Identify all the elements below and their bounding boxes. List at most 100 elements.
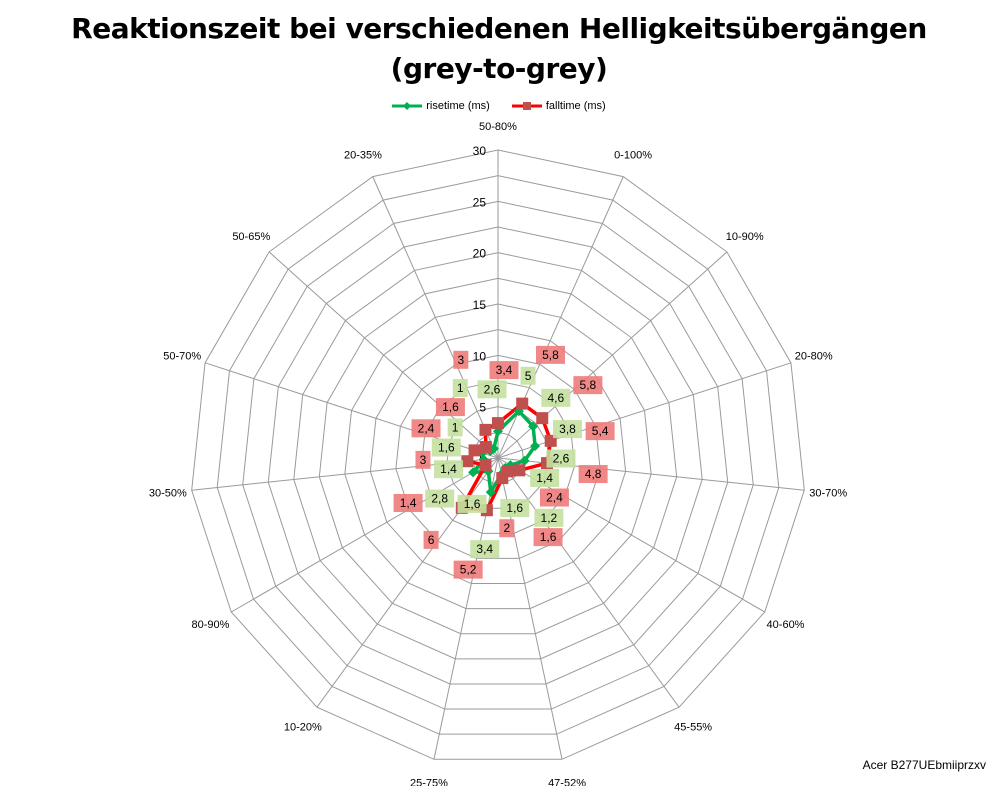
risetime-data-label: 2,8 xyxy=(431,492,448,506)
category-label: 50-65% xyxy=(232,231,270,243)
legend-falltime-marker-icon xyxy=(511,102,542,110)
data-label-bg xyxy=(499,519,515,538)
risetime-data-label: 1,6 xyxy=(438,441,455,455)
watermark: Acer B277UEbmiiprzxv xyxy=(862,758,986,772)
falltime-data-label: 5,8 xyxy=(580,378,597,392)
falltime-data-label: 1,6 xyxy=(540,530,557,544)
category-label: 40-60% xyxy=(767,619,805,631)
falltime-data-label: 3 xyxy=(420,453,427,467)
data-label-bg xyxy=(530,468,560,487)
data-label-bg xyxy=(453,350,469,369)
risetime-data-label: 1,6 xyxy=(464,497,481,511)
radial-tick-label: 15 xyxy=(473,298,487,312)
category-label: 30-70% xyxy=(809,488,847,500)
data-label-bg xyxy=(578,465,608,484)
data-label-bg xyxy=(423,530,439,549)
data-label-bg xyxy=(535,345,565,364)
falltime-data-label: 2,4 xyxy=(418,421,435,435)
data-label-bg xyxy=(393,493,423,512)
risetime-marker xyxy=(468,467,479,478)
data-label-bg xyxy=(415,450,431,469)
axis-spoke xyxy=(231,457,499,613)
risetime-data-label: 1 xyxy=(452,420,459,434)
category-label: 0-100% xyxy=(614,150,652,162)
falltime-marker xyxy=(461,455,474,468)
risetime-data-label: 1,6 xyxy=(506,501,523,515)
falltime-marker xyxy=(516,397,529,410)
axis-spoke xyxy=(372,176,499,459)
axis-spoke xyxy=(497,251,728,459)
risetime-data-label: 2,6 xyxy=(553,452,570,466)
category-label: 80-90% xyxy=(192,619,230,631)
grid-ring xyxy=(293,252,703,660)
category-label: 20-35% xyxy=(344,150,382,162)
data-label-bg xyxy=(585,422,615,441)
legend: risetime (ms) falltime (ms) xyxy=(0,100,998,112)
category-label: 45-55% xyxy=(674,722,712,734)
data-label-bg xyxy=(520,366,536,385)
axis-spoke xyxy=(497,457,680,708)
data-label-bg xyxy=(470,540,500,559)
risetime-data-label: 5 xyxy=(525,369,532,383)
data-label-bg xyxy=(489,361,519,380)
category-label: 50-70% xyxy=(163,350,201,362)
data-label-bg xyxy=(457,494,487,513)
radial-tick-label: 20 xyxy=(473,247,487,261)
falltime-data-label: 1,4 xyxy=(400,496,417,510)
data-label-bg xyxy=(435,398,465,417)
data-label-bg xyxy=(453,560,483,579)
risetime-data-label: 3,4 xyxy=(476,542,493,556)
risetime-data-label: 4,6 xyxy=(547,391,564,405)
falltime-marker xyxy=(513,464,526,477)
falltime-data-label: 3 xyxy=(458,353,465,367)
falltime-data-label: 2,4 xyxy=(546,491,563,505)
data-label-bg xyxy=(500,499,530,518)
falltime-data-label: 6 xyxy=(428,533,435,547)
falltime-marker xyxy=(468,444,481,457)
radial-tick-label: 25 xyxy=(473,195,487,209)
data-label-bg xyxy=(552,420,582,439)
falltime-marker xyxy=(479,441,492,454)
chart-title-line2: (grey-to-grey) xyxy=(390,52,608,85)
data-label-bg xyxy=(425,489,455,508)
legend-label-risetime: risetime (ms) xyxy=(426,100,490,112)
risetime-marker xyxy=(528,421,539,432)
falltime-marker xyxy=(479,423,492,436)
risetime-marker xyxy=(485,487,496,498)
risetime-data-label: 1,4 xyxy=(536,471,553,485)
falltime-data-label: 5,4 xyxy=(592,424,609,438)
data-label-bg xyxy=(434,460,464,479)
category-label: 50-80% xyxy=(479,121,517,133)
falltime-data-label: 2 xyxy=(503,521,510,535)
data-label-bg xyxy=(477,380,507,399)
falltime-marker xyxy=(536,412,549,425)
grid-ring xyxy=(242,200,754,710)
data-label-bg xyxy=(541,388,571,407)
grid-ring xyxy=(344,303,652,610)
category-label: 10-90% xyxy=(726,231,764,243)
falltime-data-label: 5,8 xyxy=(542,348,559,362)
falltime-marker xyxy=(496,472,509,485)
risetime-marker xyxy=(519,455,530,466)
category-label: 47-52% xyxy=(548,778,586,786)
data-label-bg xyxy=(533,528,563,547)
risetime-data-label: 2,6 xyxy=(484,382,501,396)
legend-item-falltime: falltime (ms) xyxy=(511,100,606,112)
data-label-bg xyxy=(447,418,463,437)
grid-ring xyxy=(191,149,805,760)
risetime-data-label: 3,8 xyxy=(559,422,576,436)
falltime-data-label: 5,2 xyxy=(460,563,477,577)
risetime-data-label: 1 xyxy=(457,381,464,395)
grid-ring xyxy=(369,329,627,585)
legend-label-falltime: falltime (ms) xyxy=(545,100,606,112)
falltime-data-label: 1,6 xyxy=(442,400,459,414)
category-label: 10-20% xyxy=(284,722,322,734)
grid-ring xyxy=(395,354,601,559)
data-label-bg xyxy=(573,376,603,395)
category-label: 30-50% xyxy=(149,488,187,500)
data-label-bg xyxy=(431,438,461,457)
radial-tick-label: 5 xyxy=(479,401,486,415)
legend-risetime-marker-icon xyxy=(392,102,423,110)
